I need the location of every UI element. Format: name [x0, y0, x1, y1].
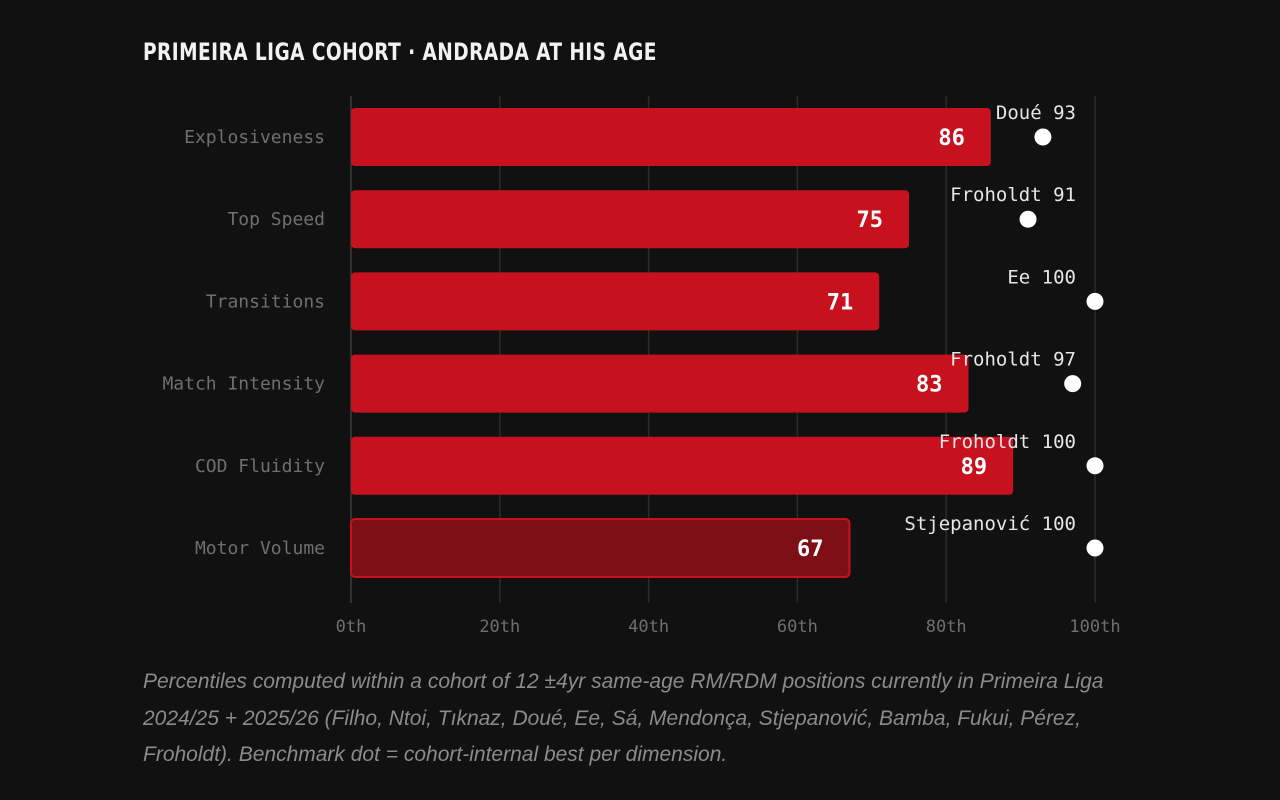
chart-caption: Percentiles computed within a cohort of … [143, 670, 1104, 766]
bar [351, 272, 880, 331]
benchmark-dot [1086, 457, 1104, 475]
x-tick-label: 20th [479, 617, 520, 637]
percentile-bar-chart: 86 75 71 83 89 67 Doué 93 Froholdt 91 Ee 100 Fro… [162, 96, 1121, 637]
x-tick-label: 40th [628, 617, 669, 637]
benchmark-label: Ee 100 [1007, 266, 1076, 288]
category-label: COD Fluidity [195, 456, 325, 477]
benchmark-label: Doué 93 [996, 102, 1076, 124]
gridlines [350, 96, 1096, 603]
bar [350, 518, 851, 578]
x-tick-label: 60th [777, 617, 818, 637]
bar-value-label: 67 [797, 537, 824, 562]
bar [351, 436, 1014, 495]
x-tick-label: 80th [926, 617, 967, 637]
benchmark-dot [1034, 128, 1052, 146]
bar [351, 108, 991, 166]
x-tick-label: 0th [336, 617, 367, 637]
category-label: Match Intensity [162, 374, 325, 395]
bar-value-label: 75 [857, 208, 884, 233]
category-label: Transitions [206, 291, 325, 312]
bar-value-label: 89 [961, 455, 988, 480]
benchmark-marks: Doué 93 Froholdt 91 Ee 100 Froholdt 97 Froho… [904, 102, 1104, 557]
x-tick-label: 100th [1069, 617, 1120, 637]
bar-value-label: 83 [916, 373, 943, 398]
category-label: Explosiveness [184, 127, 325, 148]
benchmark-label: Stjepanović 100 [904, 513, 1076, 535]
bar [351, 190, 909, 249]
benchmark-label: Froholdt 100 [939, 431, 1076, 453]
chart-title: PRIMEIRA LIGA COHORT · ANDRADA AT HIS AG… [143, 38, 657, 66]
benchmark-dot [1086, 292, 1104, 310]
benchmark-dot [1064, 375, 1082, 393]
x-tick-labels: 0th 20th 40th 60th 80th 100th [336, 617, 1121, 637]
benchmark-label: Froholdt 91 [950, 184, 1076, 206]
benchmark-dot [1019, 210, 1037, 228]
category-label: Motor Volume [195, 538, 325, 559]
bar-value-label: 71 [827, 290, 854, 315]
category-label: Top Speed [227, 209, 325, 230]
benchmark-dot [1086, 539, 1104, 557]
bar-value-label: 86 [938, 126, 965, 151]
benchmark-label: Froholdt 97 [950, 349, 1076, 371]
category-labels: Explosiveness Top Speed Transitions Match I… [162, 127, 325, 559]
bar [351, 354, 969, 413]
bars: 86 75 71 83 89 67 [350, 108, 1014, 578]
